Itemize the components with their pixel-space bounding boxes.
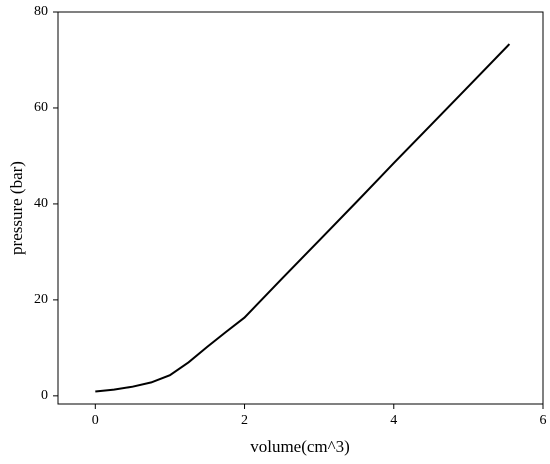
x-tick-label: 4 [390, 413, 397, 428]
x-tick-label: 6 [540, 413, 547, 428]
y-tick-label: 20 [34, 292, 48, 307]
y-tick-label: 40 [34, 196, 48, 211]
y-tick-label: 80 [34, 4, 48, 19]
x-tick-label: 2 [241, 413, 248, 428]
x-tick-label: 0 [92, 413, 99, 428]
x-axis-label: volume(cm^3) [250, 437, 350, 456]
data-line [95, 43, 511, 393]
y-tick-label: 0 [41, 388, 48, 403]
plot-frame [57, 11, 544, 405]
y-axis-label: pressure (bar) [7, 161, 26, 255]
y-tick-label: 60 [34, 100, 48, 115]
